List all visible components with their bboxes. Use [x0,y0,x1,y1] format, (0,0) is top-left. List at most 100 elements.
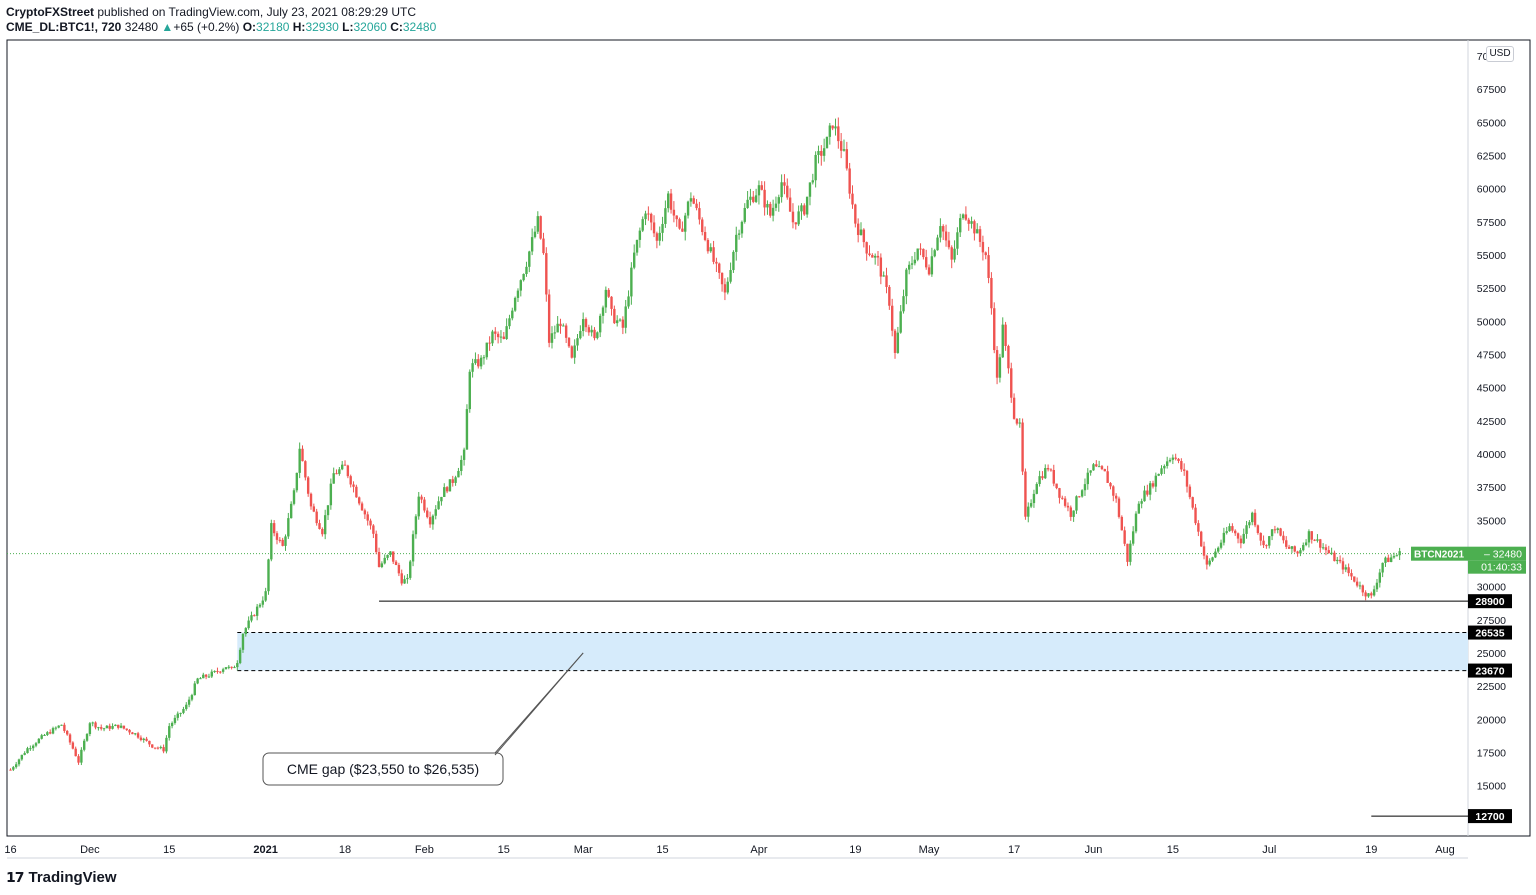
candle-body [148,740,151,745]
candle-body [397,564,401,574]
candle-body [590,329,593,333]
candle-body [1061,497,1064,499]
candle-body [1296,551,1299,554]
candle-body [426,510,429,518]
candle-body [250,615,253,621]
x-tick-label: May [919,844,940,856]
currency-badge[interactable]: USD [1486,46,1514,62]
x-tick-label: 17 [1008,844,1020,856]
candle-body [964,214,968,220]
brand-label: TradingView [28,869,117,886]
candle-body [264,591,267,601]
candle-body [530,237,534,252]
candle-body [471,363,474,372]
candle-body [910,263,914,265]
candle-body [88,723,92,735]
candle-body [352,484,355,487]
symbol-label[interactable]: CME_DL:BTC1!, 720 [6,20,122,34]
candle-body [1097,466,1101,468]
candle-body [536,216,540,232]
y-tick-label: 55000 [1477,250,1506,262]
candle-body [37,738,41,744]
candle-body [51,728,55,734]
candle-body [718,263,721,273]
candle-body [604,289,608,308]
candle-body [581,319,585,332]
x-tick-label: Feb [415,844,434,856]
candle-body [403,579,406,584]
candle-body [752,196,755,202]
candle-body [777,197,780,204]
x-tick-label: 15 [163,844,175,856]
candle-body [1248,522,1251,526]
candle-body [1273,529,1277,531]
candle-body [905,269,908,297]
candle-body [547,294,551,343]
candle-body [961,214,965,219]
candle-body [814,154,817,181]
candle-body [386,554,389,558]
candle-body [652,222,656,234]
candle-body [309,493,313,507]
candle-body [1242,533,1245,544]
candle-body [1299,550,1302,554]
annotation-box [262,752,504,786]
x-tick-label: 16 [4,844,16,856]
candle-body [358,497,361,504]
candle-body [978,229,982,242]
candle-body [1188,486,1192,498]
candle-body [1086,472,1089,485]
candle-body [1276,528,1279,531]
candle-body [1268,536,1271,546]
candle-body [508,318,511,327]
candle-body [633,252,636,268]
candle-body [950,247,953,260]
candle-body [238,649,242,664]
candle-body [902,296,905,312]
candle-body [545,253,548,295]
candle-body [443,487,446,497]
candle-body [1063,498,1067,506]
candle-body [1319,539,1322,548]
author-name[interactable]: CryptoFXStreet [6,5,95,19]
candle-body [893,330,897,353]
candle-body [1307,531,1311,543]
tradingview-brand[interactable]: 𝟭𝟳 TradingView [6,869,117,886]
candle-body [1055,483,1058,489]
candle-body [794,222,797,225]
candle-body [71,742,75,749]
x-tick-label: 2021 [253,844,277,856]
candle-body [1106,471,1109,483]
candle-body [624,306,627,328]
candle-body [1372,589,1376,596]
candle-body [922,248,925,258]
candle-body [1392,556,1396,558]
y-tick-label: 52500 [1477,283,1506,295]
candle-body [805,196,809,215]
candle-body [145,738,148,741]
candle-body [295,472,299,491]
candle-body [261,600,265,605]
candle-body [1333,552,1336,562]
candle-body [128,729,131,733]
high-label: H: [292,20,306,34]
candle-body [227,666,230,668]
candle-body [1262,540,1265,546]
candle-body [440,496,443,502]
x-tick-label: Aug [1435,844,1455,856]
candle-body [1035,483,1038,494]
candle-body [431,515,435,525]
level-price-tag-label: 12700 [1475,811,1504,823]
candle-body [1290,546,1294,549]
candle-body [187,699,191,705]
candle-body [255,606,259,616]
candle-body [355,486,358,498]
low-value: 32060 [353,20,387,34]
candle-body [315,511,318,524]
candle-body [942,226,945,232]
candle-body [556,323,559,333]
candle-body [686,201,690,216]
candle-body [1265,545,1268,547]
candle-body [253,615,256,617]
